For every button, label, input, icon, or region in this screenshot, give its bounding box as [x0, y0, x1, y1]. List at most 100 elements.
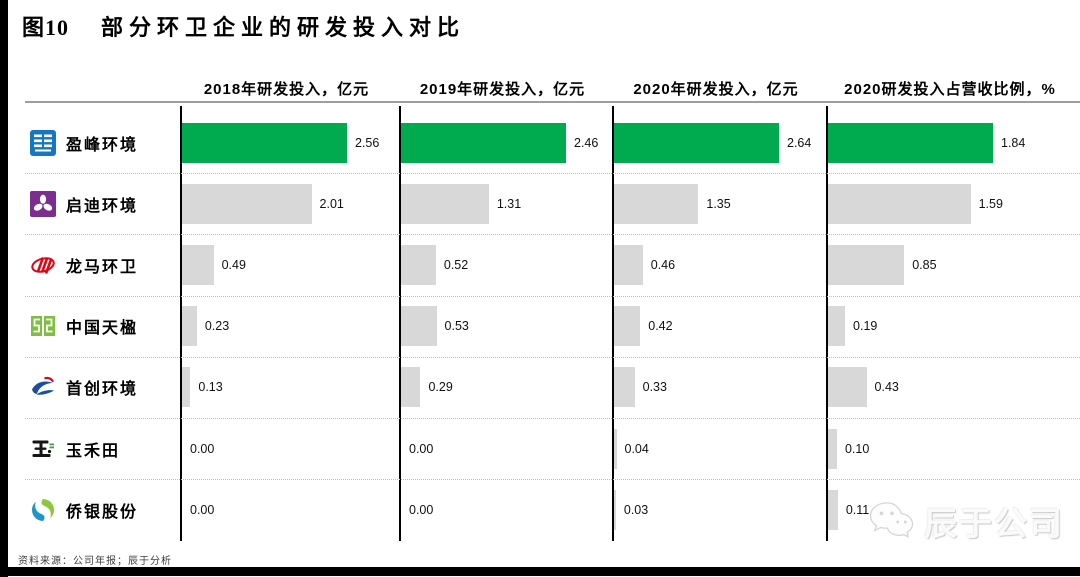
bar-series4-row5 — [828, 367, 867, 408]
company-name: 侨银股份 — [66, 503, 139, 521]
column-headers: 2018年研发投入，亿元 2019年研发投入，亿元 2020年研发投入，亿元 2020… — [0, 78, 1080, 100]
qidi-logo — [30, 190, 56, 217]
bar-series4-row2 — [828, 183, 971, 224]
column-header-2: 2019年研发投入，亿元 — [419, 81, 586, 98]
bar-value-series1-row2: 2.01 — [319, 196, 344, 211]
bar-value-series1-row1: 2.56 — [355, 135, 380, 150]
bar-value-series2-row3: 0.52 — [443, 258, 469, 272]
company-name: 启迪环境 — [66, 197, 139, 215]
row-label-5: 首创环境 — [30, 357, 180, 418]
bar-value-series3-row1: 2.64 — [787, 135, 812, 150]
axis-line-4 — [826, 106, 828, 541]
bar-value-series3-row4: 0.42 — [648, 319, 673, 334]
source-note: 资料来源：公司年报；辰于分析 — [18, 556, 172, 567]
wechat-icon — [866, 500, 918, 542]
company-name: 龙马环卫 — [66, 258, 139, 276]
bar-value-series4-row6: 0.10 — [844, 441, 870, 456]
bar-value-series2-row7: 0.00 — [409, 502, 434, 517]
bar-series2-row4 — [401, 306, 437, 347]
figure-number: 图10 — [22, 15, 70, 40]
figure-title-text: 部分环卫企业的研发投入对比 — [101, 15, 466, 40]
bar-series4-row1 — [828, 122, 993, 163]
row-label-1: 盈峰环境 — [30, 112, 180, 173]
bar-value-series1-row3: 0.49 — [221, 258, 246, 272]
bar-value-series3-row6: 0.04 — [624, 441, 649, 456]
bar-series3-row2 — [614, 183, 699, 224]
yuhetian-logo — [30, 436, 56, 462]
axis-line-2 — [399, 106, 401, 541]
bar-series4-row4 — [828, 306, 846, 347]
bar-value-series3-row7: 0.03 — [623, 502, 649, 517]
slide-bottom-border — [0, 567, 1080, 576]
tianying-logo — [30, 313, 56, 339]
company-name: 盈峰环境 — [66, 136, 139, 154]
bar-series3-row4 — [614, 306, 641, 347]
bar-value-series4-row1: 1.84 — [1001, 135, 1026, 150]
bar-value-series2-row5: 0.29 — [428, 380, 453, 395]
bar-value-series3-row5: 0.33 — [642, 380, 667, 395]
bar-series3-row3 — [614, 245, 643, 285]
bar-value-series1-row4: 0.23 — [204, 319, 230, 334]
row-divider — [25, 418, 1080, 419]
figure-title: 图10 部分环卫企业的研发投入对比 — [22, 10, 465, 42]
bar-series1-row5 — [182, 367, 191, 408]
row-divider — [25, 479, 1080, 480]
bar-value-series2-row6: 0.00 — [409, 441, 434, 456]
bar-value-series4-row4: 0.19 — [853, 319, 878, 334]
bar-value-series4-row5: 0.43 — [874, 380, 899, 395]
slide-left-border — [0, 0, 8, 577]
bar-series2-row3 — [401, 245, 436, 285]
row-label-6: 玉禾田 — [30, 418, 180, 479]
bar-value-series2-row1: 2.46 — [574, 135, 599, 150]
bar-value-series2-row4: 0.53 — [444, 319, 469, 334]
company-name: 首创环境 — [66, 381, 139, 399]
longma-logo — [30, 252, 56, 278]
bar-series3-row7 — [614, 489, 616, 530]
bar-value-series2-row2: 1.31 — [496, 196, 522, 211]
row-label-2: 启迪环境 — [30, 173, 180, 234]
row-label-3: 龙马环卫 — [30, 234, 180, 295]
axis-line-3 — [612, 106, 614, 541]
bar-series1-row1 — [182, 122, 347, 163]
watermark-label: 辰于公司 — [924, 507, 1064, 543]
bar-value-series4-row2: 1.59 — [978, 196, 1003, 211]
bar-value-series3-row3: 0.46 — [650, 258, 676, 272]
bar-series3-row5 — [614, 367, 635, 408]
bar-series3-row1 — [614, 122, 779, 163]
bar-value-series3-row2: 1.35 — [706, 196, 731, 211]
row-label-4: 中国天楹 — [30, 296, 180, 357]
bar-series1-row3 — [182, 245, 214, 285]
qiaoyin-logo — [30, 497, 56, 523]
row-divider — [25, 357, 1080, 358]
yingfeng-logo — [30, 129, 56, 156]
column-header-3: 2020年研发投入，亿元 — [633, 81, 799, 98]
company-name: 玉禾田 — [66, 442, 121, 460]
bar-series2-row5 — [401, 367, 421, 408]
bar-series4-row3 — [828, 245, 905, 285]
axis-line-1 — [180, 106, 182, 541]
bar-value-series1-row6: 0.00 — [190, 441, 215, 456]
column-header-1: 2018年研发投入，亿元 — [203, 81, 370, 98]
bar-value-series4-row3: 0.85 — [912, 258, 937, 272]
watermark: 辰于公司 — [866, 497, 1064, 545]
shouchuang-logo — [30, 374, 56, 400]
bar-series1-row2 — [182, 183, 312, 224]
bar-series2-row1 — [401, 122, 566, 163]
bar-series1-row4 — [182, 306, 197, 347]
bar-value-series4-row7: 0.11 — [845, 502, 870, 517]
row-divider — [25, 173, 1080, 174]
row-divider — [25, 296, 1080, 297]
column-header-4: 2020研发投入占营收比例，% — [844, 81, 1056, 98]
header-rule — [25, 101, 1080, 103]
bar-series2-row2 — [401, 183, 489, 224]
company-name: 中国天楹 — [66, 320, 139, 338]
bar-series4-row6 — [828, 428, 837, 469]
bar-value-series1-row5: 0.13 — [198, 380, 223, 395]
row-divider — [25, 234, 1080, 235]
row-label-7: 侨银股份 — [30, 479, 180, 540]
bar-series4-row7 — [828, 489, 838, 530]
bar-value-series1-row7: 0.00 — [190, 502, 215, 517]
bar-series3-row6 — [614, 428, 617, 469]
